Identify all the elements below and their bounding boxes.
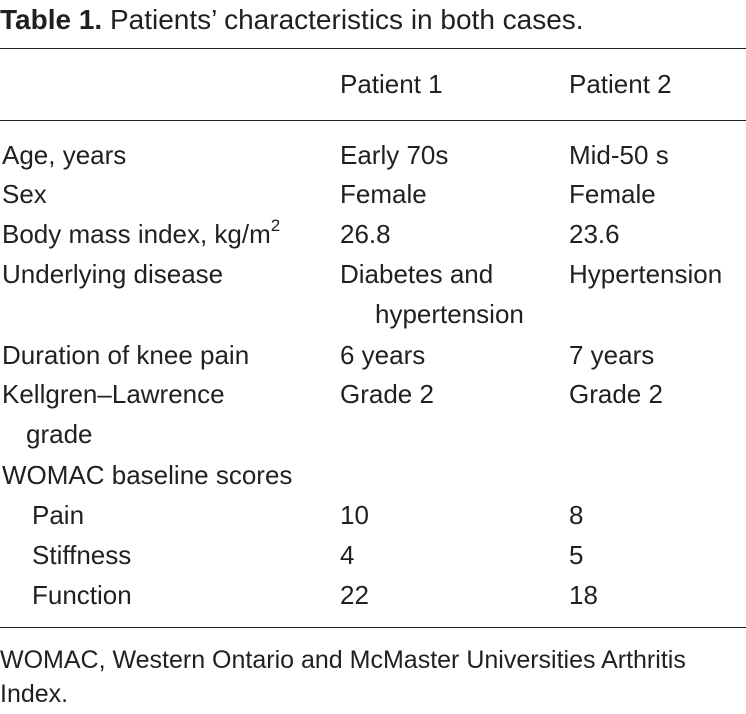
row-label-pain: Pain (32, 500, 85, 530)
cell-kl-patient-1: Grade 2 (340, 379, 434, 409)
row-label-stiffness: Stiffness (32, 540, 132, 570)
cell-stiffness-patient-2: 5 (569, 540, 584, 570)
cell-age-patient-2: Mid-50 s (569, 140, 669, 170)
cell-disease-patient-1-line-2: hypertension (375, 299, 524, 329)
cell-bmi-patient-1: 26.8 (340, 219, 391, 249)
table-bottom-rule (0, 627, 746, 628)
row-label-bmi: Body mass index, kg/m2 (2, 214, 280, 254)
cell-disease-patient-2: Hypertension (569, 259, 723, 289)
cell-age-patient-1: Early 70s (340, 140, 449, 170)
table-top-rule (0, 48, 746, 49)
cell-function-patient-1: 22 (340, 580, 369, 610)
column-header-patient-2: Patient 2 (569, 69, 672, 99)
column-header-patient-1: Patient 1 (340, 69, 443, 99)
table-caption: Table 1. Patients’ characteristics in bo… (0, 2, 584, 38)
cell-sex-patient-2: Female (569, 179, 656, 209)
cell-function-patient-2: 18 (569, 580, 598, 610)
cell-stiffness-patient-1: 4 (340, 540, 355, 570)
table-footnote: WOMAC, Western Ontario and McMaster Univ… (0, 646, 686, 708)
row-label-kl-line-2: grade (26, 419, 93, 449)
row-label-kl-line-1: Kellgren–Lawrence (2, 379, 225, 409)
row-label-age: Age, years (2, 140, 127, 170)
row-label-function: Function (32, 580, 132, 610)
cell-pain-patient-1: 10 (340, 500, 369, 530)
cell-bmi-patient-2: 23.6 (569, 219, 620, 249)
row-label-bmi-superscript: 2 (270, 216, 281, 236)
row-label-womac-baseline: WOMAC baseline scores (2, 460, 293, 490)
cell-duration-patient-1: 6 years (340, 340, 426, 370)
row-label-duration: Duration of knee pain (2, 340, 250, 370)
row-label-bmi-text: Body mass index, kg/m (2, 219, 271, 249)
row-label-disease: Underlying disease (2, 259, 224, 289)
cell-duration-patient-2: 7 years (569, 340, 655, 370)
cell-pain-patient-2: 8 (569, 500, 584, 530)
row-label-sex: Sex (2, 179, 47, 209)
cell-sex-patient-1: Female (340, 179, 427, 209)
table-caption-text: Patients’ characteristics in both cases. (109, 4, 584, 35)
cell-disease-patient-1-line-1: Diabetes and (340, 259, 494, 289)
table-caption-label: Table 1. (0, 4, 103, 35)
table-header-rule (0, 120, 746, 121)
cell-kl-patient-2: Grade 2 (569, 379, 663, 409)
